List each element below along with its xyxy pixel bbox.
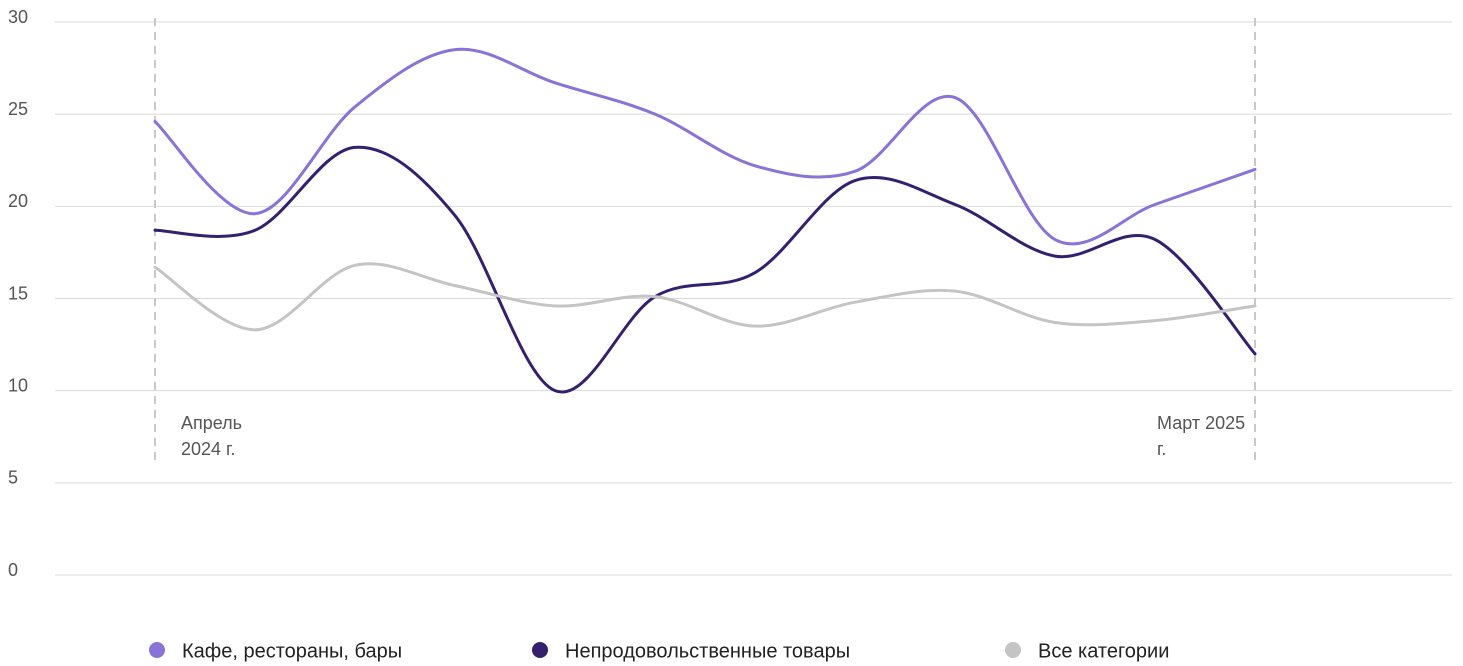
series-line [153,262,1257,332]
legend-label: Кафе, рестораны, бары [182,640,402,662]
y-tick-label: 20 [8,191,28,211]
y-tick-label: 10 [8,375,28,395]
series-line [153,47,1257,246]
x-tick-label: Март 2025 г. [1157,413,1246,459]
y-tick-label: 25 [8,99,28,119]
legend-label: Все категории [1038,640,1169,662]
y-tick-label: 15 [8,283,28,303]
series-line [153,145,1257,394]
y-tick-label: 0 [8,560,18,580]
legend-marker [149,642,165,658]
y-tick-label: 30 [8,7,28,27]
y-tick-label: 5 [8,468,18,488]
legend-marker [532,642,548,658]
legend-label: Непродовольственные товары [565,640,850,662]
legend-marker [1005,642,1021,658]
x-tick-label: Апрель 2024 г. [181,413,243,459]
